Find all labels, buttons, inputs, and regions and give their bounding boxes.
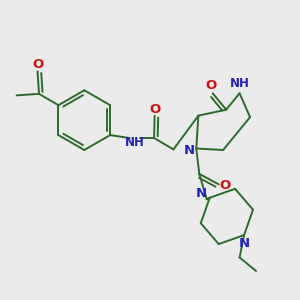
Text: NH: NH [230, 77, 250, 90]
Text: N: N [196, 187, 207, 200]
Text: O: O [220, 179, 231, 192]
Text: O: O [206, 79, 217, 92]
Text: N: N [238, 237, 250, 250]
Text: N: N [183, 143, 194, 157]
Text: NH: NH [125, 136, 145, 149]
Text: O: O [149, 103, 160, 116]
Text: O: O [32, 58, 43, 71]
